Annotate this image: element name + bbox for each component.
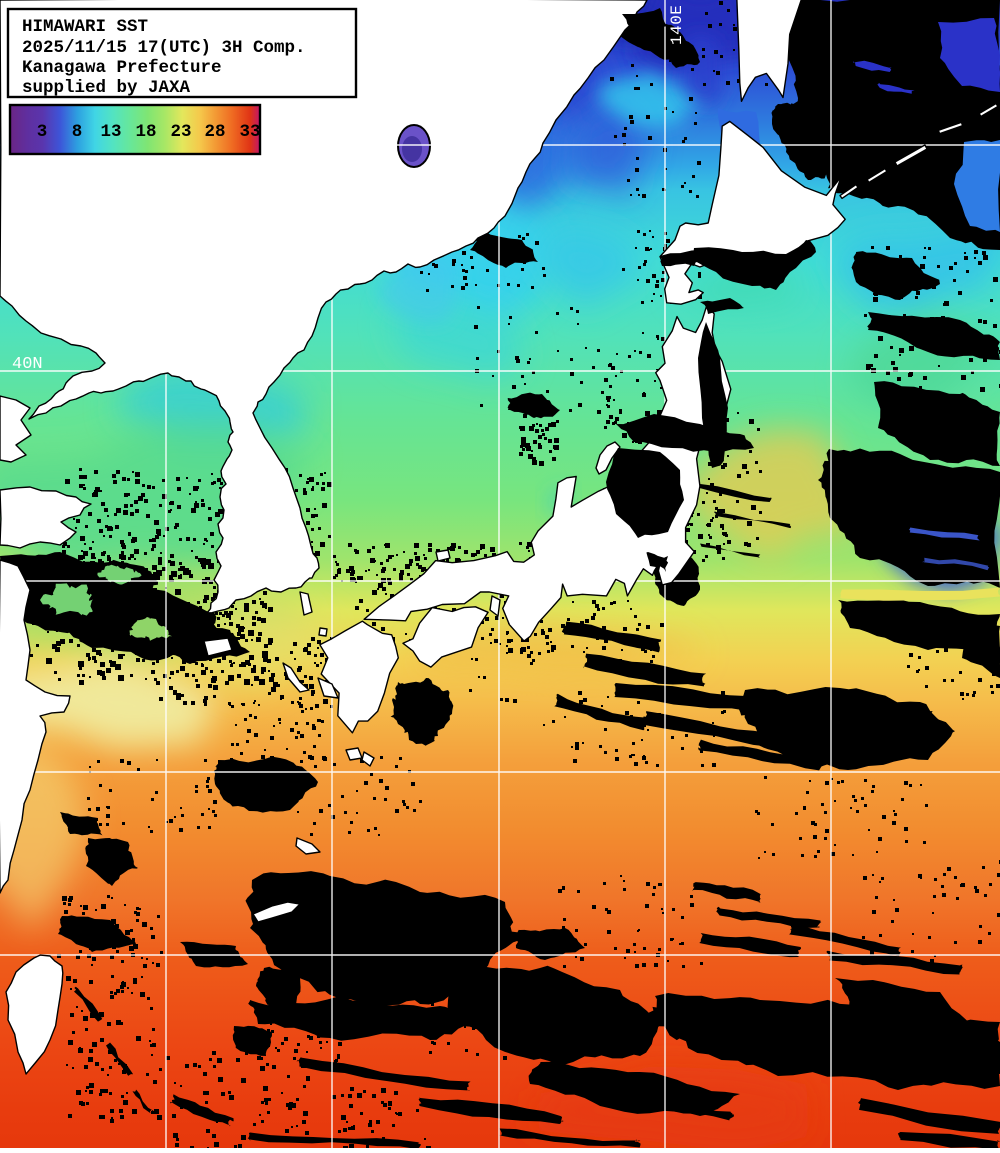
- svg-text:18: 18: [135, 122, 156, 142]
- svg-text:140E: 140E: [668, 5, 686, 45]
- svg-text:28: 28: [204, 122, 225, 142]
- svg-text:13: 13: [100, 122, 121, 142]
- svg-text:Kanagawa Prefecture: Kanagawa Prefecture: [22, 58, 222, 78]
- svg-text:8: 8: [72, 122, 83, 142]
- svg-text:3: 3: [37, 122, 48, 142]
- svg-text:HIMAWARI SST: HIMAWARI SST: [22, 17, 148, 37]
- svg-text:23: 23: [170, 122, 191, 142]
- svg-text:2025/11/15 17(UTC) 3H Comp.: 2025/11/15 17(UTC) 3H Comp.: [22, 38, 306, 58]
- svg-text:supplied by JAXA: supplied by JAXA: [22, 78, 191, 98]
- svg-text:33: 33: [239, 122, 260, 142]
- svg-text:40N: 40N: [12, 355, 43, 374]
